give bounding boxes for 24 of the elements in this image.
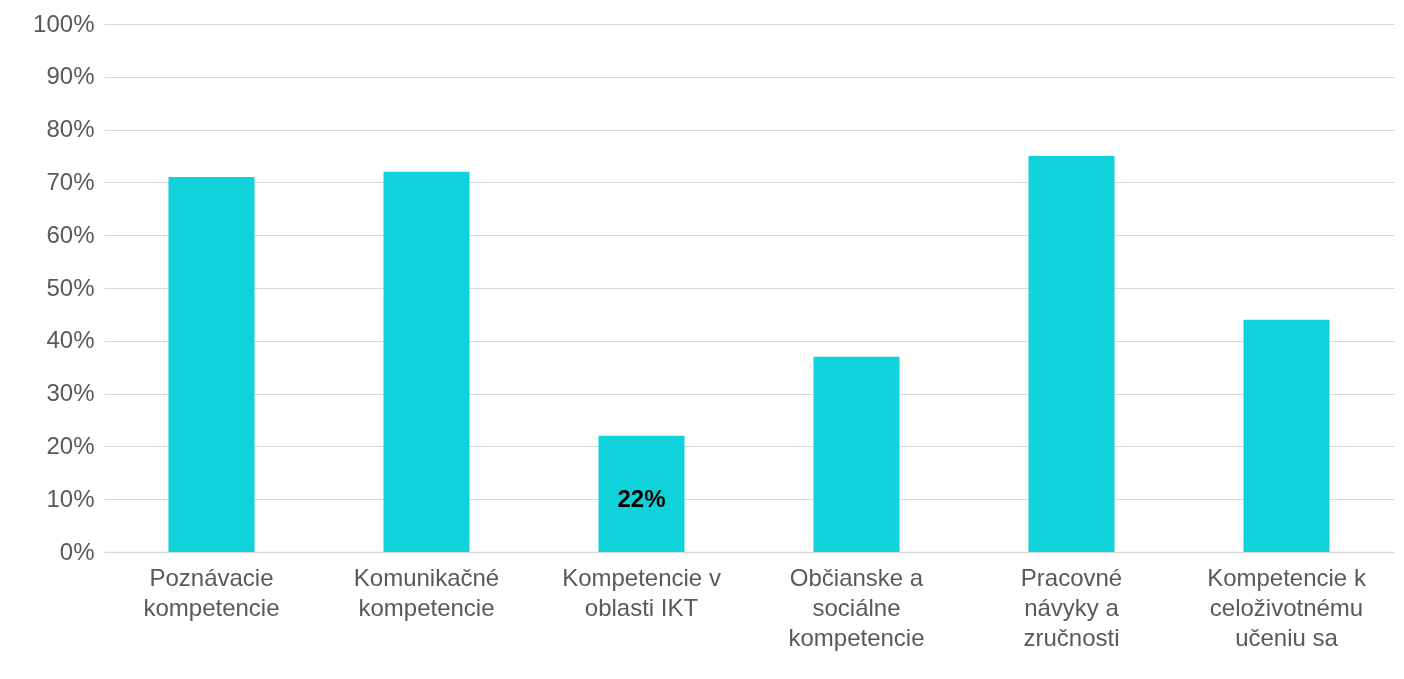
bar	[383, 171, 470, 552]
y-tick-label: 0%	[59, 537, 95, 565]
bar	[813, 356, 900, 552]
bar	[598, 435, 685, 552]
y-tick-label: 10%	[46, 484, 95, 512]
y-tick-label: 40%	[46, 326, 95, 354]
y-tick-label: 70%	[46, 167, 95, 195]
x-tick-label: Kompetencie v oblasti IKT	[562, 563, 721, 621]
bar	[1028, 156, 1115, 552]
y-tick-label: 60%	[46, 220, 95, 248]
bar	[1243, 319, 1330, 552]
y-tick-label: 50%	[46, 273, 95, 301]
y-tick-label: 100%	[33, 9, 95, 37]
data-label: 22%	[617, 485, 666, 512]
x-tick-label: Občianske a sociálne kompetencie	[788, 563, 925, 651]
x-tick-label: Pracovné návyky a zručnosti	[1020, 563, 1123, 651]
x-tick-label: Kompetencie k celoživotnému učeniu sa	[1207, 563, 1367, 651]
y-tick-label: 80%	[46, 115, 95, 143]
y-tick-label: 20%	[46, 431, 95, 459]
x-tick-label: Poznávacie kompetencie	[143, 563, 280, 621]
bar	[168, 177, 255, 552]
x-tick-label: Komunikačné kompetencie	[353, 563, 500, 621]
y-tick-label: 30%	[46, 379, 95, 407]
y-tick-label: 90%	[46, 62, 95, 90]
